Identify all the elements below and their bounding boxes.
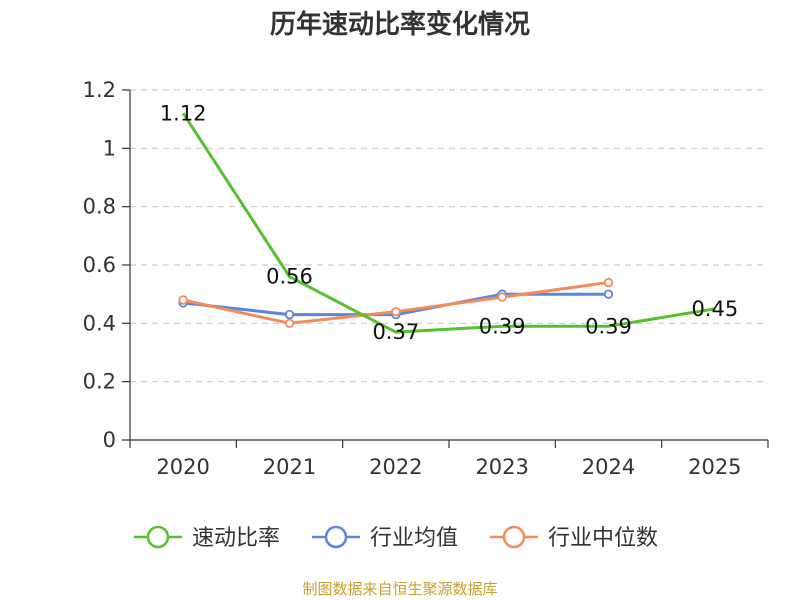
x-tick-label: 2021 [263,455,316,479]
source-note: 制图数据来自恒生聚源数据库 [302,580,497,598]
y-tick-label: 0.4 [83,311,116,335]
axes: 0 0.2 0.4 0.6 0.8 1 1.2 2020 2021 2022 2023 2024 202… [83,78,769,479]
data-point-median [603,277,614,288]
x-tick-label: 2020 [156,455,209,479]
y-tick-label: 0 [103,428,116,452]
legend-item-avg[interactable]: 行业均值 [312,525,458,551]
legend-label: 速动比率 [192,526,280,551]
data-point-median [497,292,507,302]
chart-title: 历年速动比率变化情况 [270,9,530,40]
legend-label: 行业中位数 [548,526,658,551]
data-label: 0.37 [372,320,419,344]
y-tick-label: 0.6 [83,253,116,277]
legend[interactable]: 速动比率 行业均值 行业中位数 [134,525,658,551]
legend-label: 行业均值 [370,526,458,551]
data-label: 1.12 [160,101,207,125]
legend-marker-icon [324,525,348,549]
data-point-median [284,318,295,329]
data-point-median [178,295,188,305]
data-label: 0.39 [585,314,632,338]
legend-item-median[interactable]: 行业中位数 [490,525,658,551]
legend-marker-icon [146,525,170,549]
x-tick-label: 2025 [688,455,741,479]
data-point-avg [603,289,614,299]
data-point-median [391,306,401,317]
series-line-speed [181,112,716,334]
legend-marker-icon [502,525,526,549]
data-point-avg [284,309,295,320]
y-tick-label: 1.2 [83,78,116,102]
y-tick-label: 1 [103,136,116,160]
data-labels: 1.12 0.56 0.37 0.39 0.39 0.45 [160,101,738,344]
grid-lines [130,89,768,383]
x-tick-label: 2024 [582,455,635,479]
legend-item-speed[interactable]: 速动比率 [134,525,280,551]
data-label: 0.39 [479,314,526,338]
data-label: 0.56 [266,265,313,289]
data-label: 0.45 [691,297,738,321]
x-tick-label: 2023 [475,455,528,479]
y-tick-label: 0.2 [83,370,116,394]
y-tick-label: 0.8 [83,195,116,219]
series-layer [178,112,716,334]
x-tick-label: 2022 [369,455,422,479]
